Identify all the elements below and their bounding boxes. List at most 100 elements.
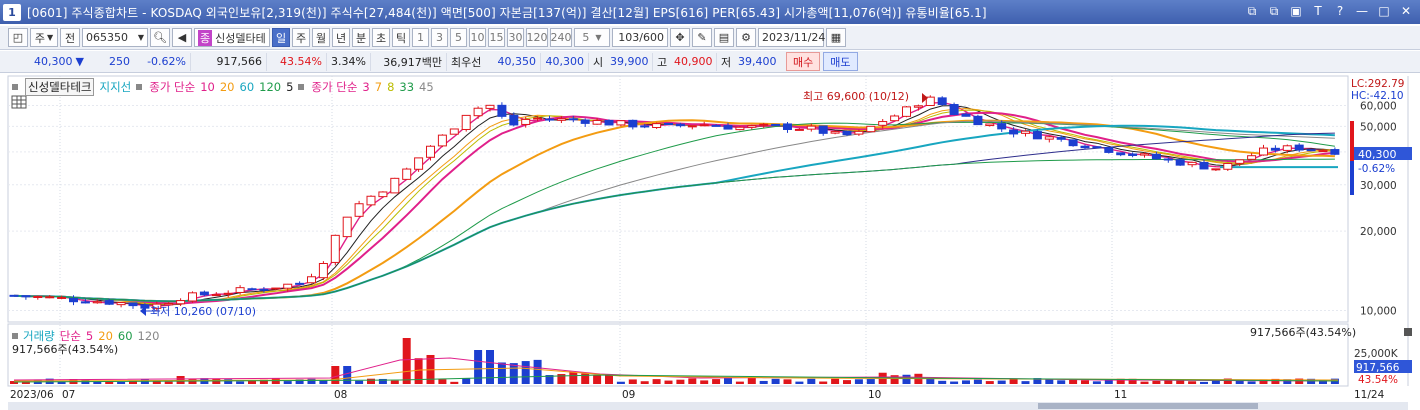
candle-body (711, 124, 721, 127)
settings-icon[interactable]: ⚙ (736, 28, 756, 47)
pin-icon[interactable]: ✥ (670, 28, 690, 47)
candle-body (949, 104, 959, 116)
period-second-button[interactable]: 초 (372, 28, 390, 47)
volume-current-right: 917,566주(43.54%) (1250, 326, 1356, 339)
volume-panel-close-icon[interactable] (1404, 328, 1412, 336)
volume-bar (628, 379, 637, 384)
volume-bar (831, 378, 840, 384)
date-axis-label: 2023/06 (10, 389, 54, 401)
count-input[interactable]: 103/600 (612, 28, 668, 47)
volume-legend-label[interactable]: 거래량 (23, 329, 55, 343)
interval-30-button[interactable]: 30 (507, 28, 524, 47)
candle-body (747, 125, 757, 128)
candle-body (1211, 168, 1221, 171)
candlesticks (9, 95, 1340, 311)
calendar-icon[interactable]: ▦ (826, 28, 846, 47)
market-select[interactable]: 주 ▼ (30, 28, 58, 47)
last-price-tag (1354, 147, 1412, 160)
help-icon[interactable]: ? (1336, 4, 1344, 18)
interval-3-button[interactable]: 3 (431, 28, 448, 47)
candle-body (664, 122, 673, 125)
candle-body (295, 282, 305, 285)
interval-120-button[interactable]: 120 (526, 28, 548, 47)
volume-bar (616, 381, 625, 384)
interval-10-button[interactable]: 10 (469, 28, 486, 47)
legend-ma-b-8: 8 (387, 80, 395, 94)
maximize-icon[interactable]: □ (1378, 4, 1390, 18)
candle-body (675, 123, 685, 127)
price-chart[interactable]: 60,00050,00040,00030,00020,00010,00025,0… (0, 74, 1420, 410)
volume-bar (1271, 378, 1280, 384)
code-input[interactable]: 065350 ▼ (82, 28, 148, 47)
high-annotation: 최고 69,600 (10/12) (803, 90, 909, 103)
close-icon[interactable]: ✕ (1400, 4, 1412, 18)
period-minute-button[interactable]: 분 (352, 28, 370, 47)
volume-bar (307, 378, 316, 384)
sound-icon[interactable]: ◀ (172, 28, 192, 47)
period-year-button[interactable]: 년 (332, 28, 350, 47)
candle-body (1104, 147, 1114, 153)
volume-bar (236, 381, 245, 384)
legend-square-icon (298, 84, 305, 90)
volume-bar (462, 378, 471, 384)
font-icon[interactable]: T (1314, 4, 1322, 18)
link-icon[interactable]: ⧉ (1247, 4, 1257, 18)
interval-5-button[interactable]: 5 (450, 28, 467, 47)
interval-15-button[interactable]: 15 (488, 28, 505, 47)
search-icon[interactable]: 🔍︎ (150, 28, 170, 47)
legend-ma-a-label[interactable]: 종가 단순 (149, 80, 196, 94)
volume-bar (521, 361, 530, 384)
volume-legend-ma-label[interactable]: 단순 (59, 329, 81, 343)
stock-name-field[interactable]: 종 신성델타테 (194, 28, 270, 47)
volume-bar (319, 380, 328, 384)
grid-toggle-icon[interactable] (11, 95, 27, 109)
volume-bar (759, 380, 768, 384)
candle-body (1294, 144, 1304, 151)
sell-button[interactable]: 매도 (823, 52, 858, 71)
candle-body (890, 115, 900, 122)
candle-body (390, 177, 400, 194)
period-month-button[interactable]: 월 (312, 28, 330, 47)
candle-body (414, 157, 424, 170)
candle-body (188, 292, 197, 302)
volume-bar (57, 381, 66, 384)
volume-bar (973, 379, 982, 384)
date-axis-label: 09 (622, 389, 635, 401)
draw-icon[interactable]: ✎ (692, 28, 712, 47)
period-day-button[interactable]: 일 (272, 28, 290, 47)
date-axis (8, 387, 1408, 401)
candle-body (1163, 158, 1173, 161)
view-button[interactable]: 전 (60, 28, 80, 47)
low-annotation: 최저 10,260 (07/10) (150, 305, 256, 318)
hc-label: HC:-42.10 (1351, 90, 1404, 102)
interval-240-button[interactable]: 240 (550, 28, 572, 47)
legend-ma-b-label[interactable]: 종가 단순 (311, 80, 358, 94)
volume-bar (700, 380, 709, 384)
legend-ma-b-3: 3 (362, 80, 370, 94)
restore-icon[interactable]: ⧉ (1269, 4, 1279, 18)
volume-bar (164, 381, 173, 384)
chart-layout-icon[interactable]: ◰ (8, 28, 28, 47)
legend-ma-b-45: 45 (419, 80, 434, 94)
legend-stock-name[interactable]: 신성델타테크 (25, 78, 95, 96)
candle-body (699, 124, 709, 127)
candle-body (878, 121, 888, 126)
candle-body (973, 115, 983, 126)
legend-support[interactable]: 지지선 (99, 80, 132, 94)
horizontal-scrollbar[interactable] (8, 402, 1408, 410)
candle-body (913, 105, 923, 108)
layout-icon[interactable]: ▣ (1290, 4, 1302, 18)
candle-body (580, 119, 590, 124)
save-icon[interactable]: ▤ (714, 28, 734, 47)
minimize-icon[interactable]: — (1356, 4, 1368, 18)
candle-body (1175, 159, 1185, 166)
volume-bar (402, 338, 411, 384)
interval-1-button[interactable]: 1 (412, 28, 429, 47)
period-week-button[interactable]: 주 (292, 28, 310, 47)
buy-button[interactable]: 매수 (786, 52, 821, 71)
date-input[interactable]: 2023/11/24 (758, 28, 825, 47)
volume-bar (735, 381, 744, 384)
period-tick-button[interactable]: 틱 (392, 28, 410, 47)
interval-select[interactable]: 5 ▼ (574, 28, 610, 47)
scrollbar-thumb[interactable] (1038, 403, 1258, 409)
